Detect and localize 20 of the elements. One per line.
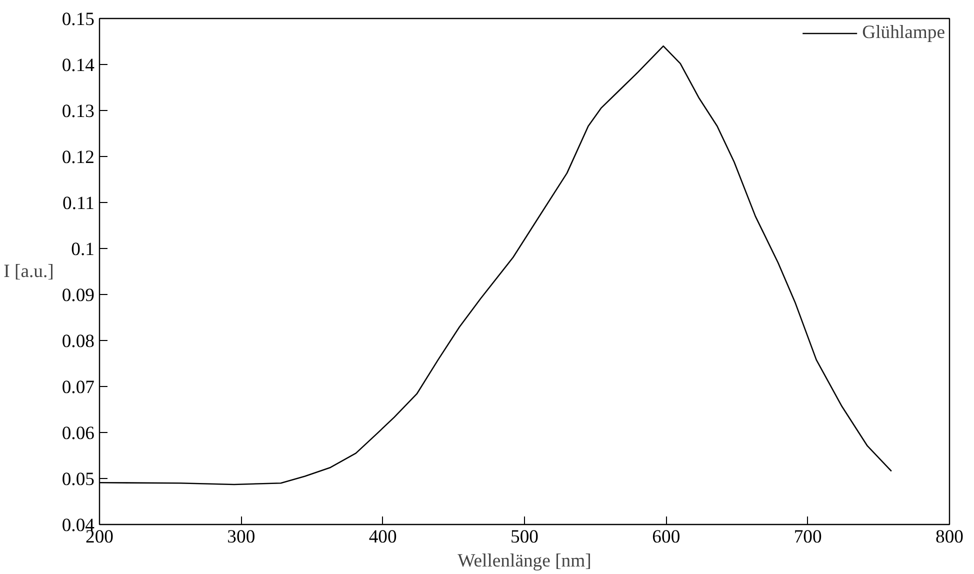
- x-tick-label: 800: [936, 526, 964, 548]
- y-tick-label: 0.08: [62, 331, 95, 352]
- x-tick-label: 600: [652, 526, 680, 548]
- y-tick-label: 0.12: [62, 147, 95, 168]
- legend-label: Glühlampe: [862, 22, 945, 44]
- x-tick-label: 400: [368, 526, 397, 548]
- y-tick-label: 0.07: [62, 377, 95, 398]
- x-axis-title: Wellenlänge [nm]: [458, 550, 592, 572]
- y-axis-title: I [a.u.]: [4, 261, 54, 282]
- y-tick-label: 0.06: [62, 423, 95, 444]
- y-tick-label: 0.14: [62, 55, 96, 76]
- y-tick-label: 0.09: [62, 285, 95, 306]
- y-tick-label: 0.15: [62, 9, 95, 30]
- y-tick-label: 0.13: [62, 101, 95, 122]
- x-tick-label: 300: [227, 526, 256, 548]
- y-tick-label: 0.05: [62, 469, 95, 490]
- y-tick-label: 0.11: [62, 193, 95, 214]
- x-tick-label: 700: [794, 526, 822, 548]
- y-tick-label: 0.1: [71, 239, 95, 260]
- x-tick-label: 500: [510, 526, 538, 548]
